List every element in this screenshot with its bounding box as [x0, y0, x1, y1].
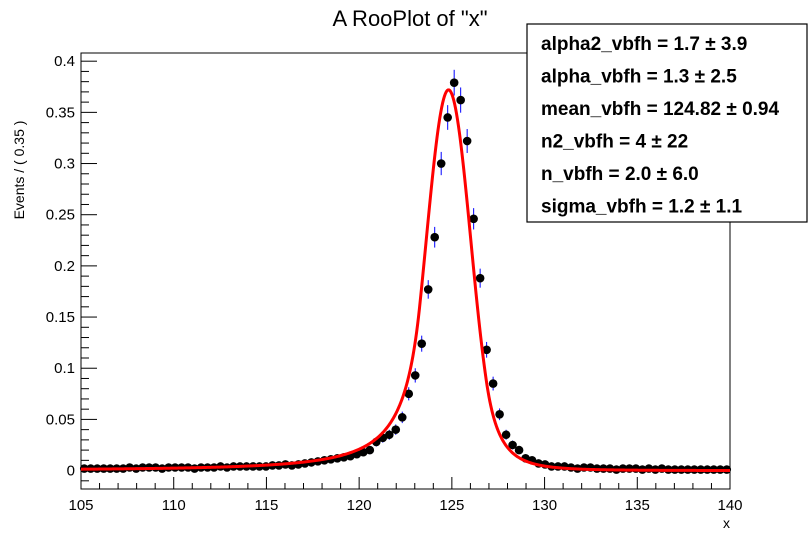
y-tick-label: 0.35	[46, 104, 75, 121]
fit-parameter-label: sigma_vbfh =	[541, 197, 668, 218]
fit-curve	[80, 88, 730, 472]
stats-box-frame	[526, 23, 808, 223]
fit-parameter-line: alpha_vbfh = 1.3 ± 2.5	[541, 67, 737, 88]
x-tick-label: 125	[439, 497, 464, 514]
x-axis-label: x	[723, 515, 730, 531]
y-tick-label: 0.1	[54, 360, 75, 377]
data-point	[430, 232, 440, 242]
fit-parameter-label: n_vbfh =	[541, 164, 625, 185]
fit-parameter-line: alpha2_vbfh = 1.7 ± 3.9	[541, 34, 747, 55]
fit-parameter-label: alpha2_vbfh =	[541, 34, 674, 55]
x-tick-label: 135	[625, 497, 650, 514]
data-point	[359, 447, 368, 457]
data-point	[404, 389, 414, 399]
x-tick-label: 140	[717, 497, 742, 514]
x-tick-label: 105	[68, 497, 93, 514]
fit-parameter-value: 1.2 ± 1.1	[668, 197, 742, 218]
fit-parameters-box: alpha2_vbfh = 1.7 ± 3.9 alpha_vbfh = 1.3 …	[526, 23, 808, 223]
data-point	[475, 273, 485, 283]
fit-parameter-line: n_vbfh = 2.0 ± 6.0	[541, 164, 699, 185]
data-point	[495, 409, 504, 419]
y-tick-label: 0	[67, 463, 75, 480]
fit-parameter-label: n2_vbfh =	[541, 132, 636, 153]
y-tick-label: 0.15	[46, 309, 75, 326]
fit-parameter-line: n2_vbfh = 4 ± 22	[541, 132, 688, 153]
data-point	[384, 430, 394, 440]
data-point	[482, 345, 491, 355]
fit-parameter-value: 2.0 ± 6.0	[625, 164, 699, 185]
data-point	[417, 339, 427, 348]
x-tick-label: 110	[162, 497, 186, 514]
data-point	[443, 113, 452, 122]
data-point	[469, 214, 478, 224]
data-point	[449, 78, 459, 87]
data-point	[436, 159, 446, 168]
y-tick-label: 0.4	[54, 53, 75, 70]
x-tick-label: 130	[532, 497, 557, 514]
y-tick-label: 0.25	[46, 207, 75, 224]
fit-parameter-value: 1.7 ± 3.9	[674, 34, 748, 55]
fit-parameter-value: 124.82 ± 0.94	[663, 99, 780, 120]
data-point	[462, 136, 472, 146]
fit-parameter-value: 1.3 ± 2.5	[663, 67, 737, 88]
data-point	[501, 430, 511, 440]
y-axis-label: Events / ( 0.35 )	[11, 121, 27, 220]
x-tick-label: 115	[254, 497, 278, 514]
x-axis: 105 110 115 120 125 130 135 140	[68, 477, 743, 514]
chart-title: A RooPlot of "x"	[332, 6, 487, 31]
fit-parameter-label: mean_vbfh =	[541, 99, 663, 120]
data-point	[397, 413, 407, 422]
data-point	[391, 425, 401, 434]
fit-parameter-line: mean_vbfh = 124.82 ± 0.94	[541, 99, 779, 120]
fit-parameter-line: sigma_vbfh = 1.2 ± 1.1	[541, 197, 742, 218]
y-axis: 0 0.05 0.1 0.15 0.2 0.25 0.3 0.35 0.4	[46, 53, 97, 482]
data-point	[488, 379, 498, 388]
data-point	[410, 371, 420, 380]
y-tick-label: 0.3	[54, 156, 75, 173]
fit-parameter-label: alpha_vbfh =	[541, 67, 663, 88]
data-point	[423, 285, 433, 294]
data-point	[514, 445, 524, 455]
data-point	[508, 440, 517, 450]
plot-frame	[80, 52, 731, 490]
fit-parameter-value: 4 ± 22	[636, 132, 689, 153]
y-tick-label: 0.05	[46, 411, 75, 428]
data-point	[456, 95, 465, 105]
x-tick-label: 120	[347, 497, 372, 514]
data-point	[365, 445, 375, 455]
y-tick-label: 0.2	[54, 258, 75, 275]
